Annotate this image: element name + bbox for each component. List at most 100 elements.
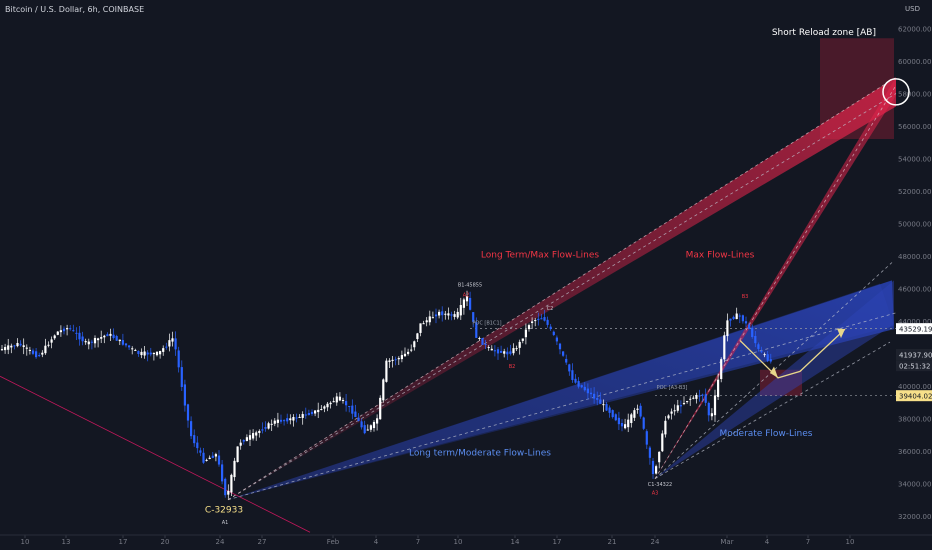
candle-body [425,320,428,323]
candle-body [19,343,22,346]
candle-body [276,419,279,423]
candle-body [748,324,751,329]
candle-body [78,332,81,340]
candle-body [180,367,183,387]
candle-body [413,341,416,348]
candle-body [258,430,261,433]
candle-body [310,411,314,415]
long-term-max-channel [228,77,896,500]
candle-body [751,328,754,338]
price-label-bg [896,323,932,335]
candle-body [667,415,670,419]
candle-body [329,402,332,405]
x-tick-label: 4 [765,538,770,546]
candle-body [165,346,168,348]
candle-body [341,399,345,401]
candle-body [134,349,137,351]
y-tick-label: 32000.00 [898,513,931,521]
candle-body [490,348,493,351]
candle-body [261,429,264,431]
candle-body [211,455,214,458]
y-tick-label: 60000.00 [898,58,931,66]
candle-body [193,435,196,444]
candle-body [7,345,10,350]
candle-body [279,419,283,422]
candle-body [500,350,503,353]
candle-body [47,344,50,346]
x-tick-label: 10 [454,538,463,546]
candle-body [376,418,379,424]
candle-body [13,345,16,347]
candle-body [410,349,413,351]
x-tick-label: 14 [511,538,520,546]
candle-body [53,335,56,339]
candle-body [267,423,270,429]
candle-body [159,350,162,355]
candle-body [354,411,357,417]
candle-body [22,345,25,348]
chart-annotation: B3 [742,294,749,300]
price-label: 43529.19 [899,326,932,334]
candle-body [335,396,338,403]
price-label-bg [896,349,932,361]
chart-annotation: Moderate Flow-Lines [720,429,813,439]
candle-body [100,337,103,339]
candle-body [323,406,326,409]
candle-body [332,401,335,403]
candle-body [431,317,434,319]
candle-body [69,328,72,330]
candle-body [400,355,403,360]
candle-body [124,343,128,346]
candle-body [617,417,620,425]
candle-body [155,351,159,356]
candle-body [16,342,19,347]
candle-body [710,413,713,417]
candle-body [307,412,310,415]
candle-body [589,392,593,395]
candle-body [428,316,431,323]
chart-annotation: POC [A3-B3] [657,385,688,391]
x-tick-label: 13 [62,538,71,546]
max-channel [655,77,896,479]
price-label: 02:51:32 [899,363,930,371]
chart-annotation: C1-34322 [648,482,672,488]
candle-body [655,466,658,474]
candle-body [177,350,180,368]
candle-body [248,435,252,440]
candle-body [75,332,78,334]
candle-body [707,402,710,416]
candle-body [31,350,35,354]
candle-body [345,401,348,406]
candle-body [720,359,723,380]
candle-body [735,313,738,320]
x-tick-label: Mar [720,538,733,546]
candle-body [397,358,400,360]
candle-body [769,359,772,362]
target-circle [882,78,910,106]
x-tick-label: 4 [374,538,379,546]
candle-body [407,351,410,354]
candle-body [351,405,354,414]
candle-body [196,442,199,449]
candle-body [509,351,512,354]
candle-body [118,339,121,342]
candle-body [10,345,13,348]
candle-body [558,343,562,350]
candle-body [726,320,729,337]
candle-body [152,352,155,355]
candle-body [732,316,735,320]
y-tick-label: 54000.00 [898,156,931,164]
candle-body [465,296,469,302]
candle-body [469,297,472,310]
candle-body [93,337,97,344]
candle-body [140,351,143,356]
candle-body [633,410,636,418]
x-tick-label: Feb [327,538,340,546]
candle-body [38,355,41,357]
candle-body [583,386,586,391]
candle-body [112,334,115,338]
candle-body [546,319,549,325]
candle-body [379,397,382,420]
candle-body [624,424,627,429]
